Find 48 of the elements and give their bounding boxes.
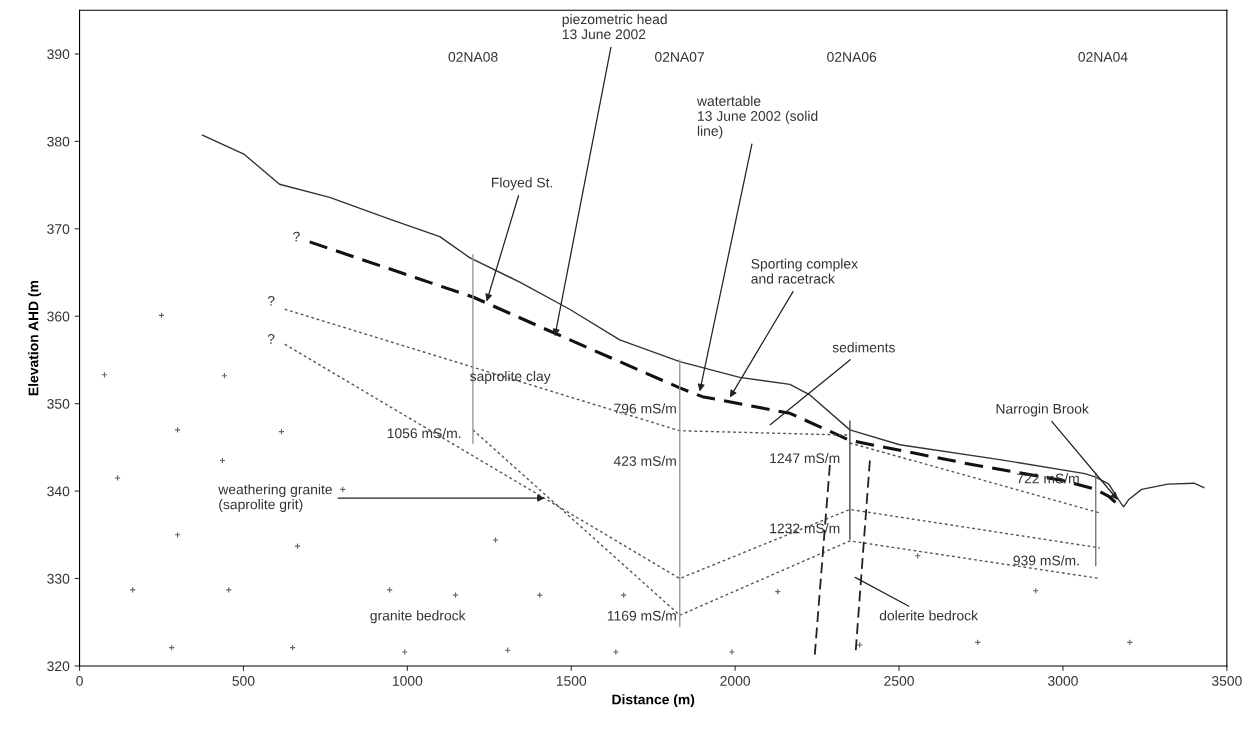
- point: [401, 648, 408, 656]
- annotation: 796 mS/m: [614, 403, 676, 414]
- x-axis-title: Distance (m): [612, 694, 695, 708]
- annotation: granite bedrock: [370, 610, 466, 624]
- y-tick-label: 370: [47, 224, 70, 234]
- annotation: 1169 mS/m: [607, 610, 676, 621]
- y-tick-label: 360: [47, 311, 70, 322]
- point: [856, 641, 863, 649]
- annotation: 02NA07: [655, 51, 704, 62]
- point: [612, 648, 619, 656]
- y-tick-label: 350: [47, 398, 70, 409]
- annotation: sediments: [832, 342, 895, 353]
- x-tick-label: 2500: [884, 676, 914, 686]
- annotation: 02NA08: [448, 51, 498, 62]
- annotation: 1232 mS/m: [770, 523, 840, 534]
- y-tick-label: 390: [47, 49, 70, 60]
- y-tick-label: 330: [47, 573, 70, 584]
- annotation: 1247 mS/m: [770, 452, 840, 464]
- annotation: 02NA06: [827, 51, 877, 62]
- annotation: Floyed St.: [491, 177, 553, 191]
- y-axis-title: Elevation AHD (m: [28, 280, 42, 396]
- annotation: 939 mS/m.: [1013, 555, 1079, 566]
- annotation: weathering granite (saprolite grit): [218, 484, 332, 513]
- x-tick-label: 1000: [392, 676, 423, 686]
- point: [114, 474, 121, 482]
- y-tick-label: 380: [47, 136, 70, 147]
- y-tick-label: 340: [47, 486, 70, 497]
- annotation: Narrogin Brook: [996, 403, 1089, 417]
- annotation: ?: [267, 333, 275, 344]
- x-tick-label: 3000: [1048, 676, 1078, 686]
- x-tick-label: 1500: [556, 676, 587, 686]
- x-tick-label: 0: [76, 676, 83, 686]
- annotation: saprolite clay: [470, 370, 551, 384]
- point: [492, 536, 499, 544]
- annotation: 423 mS/m: [613, 455, 676, 466]
- x-tick-label: 3500: [1211, 676, 1242, 686]
- annotation: watertable 13 June 2002 (solid line): [696, 95, 818, 139]
- annotation: 02NA04: [1078, 51, 1128, 62]
- annotation: ?: [267, 295, 275, 306]
- x-tick-label: 2000: [720, 676, 751, 686]
- annotation: Sporting complex and racetrack: [751, 258, 858, 284]
- point: [728, 648, 736, 656]
- annotation: 1056 mS/m.: [387, 428, 461, 439]
- y-tick-label: 320: [47, 661, 70, 672]
- annotation: dolerite bedrock: [879, 610, 979, 621]
- annotation: ?: [293, 231, 300, 242]
- x-tick-label: 500: [232, 676, 255, 686]
- annotation: piezometric head 13 June 2002: [562, 13, 667, 40]
